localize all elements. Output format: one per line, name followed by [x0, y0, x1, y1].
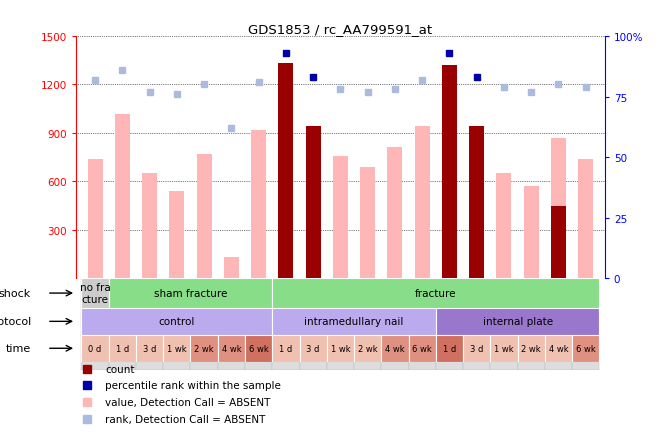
Bar: [551, 138, 566, 279]
Bar: [387, 148, 403, 279]
Text: time: time: [6, 343, 31, 353]
Text: intramedullary nail: intramedullary nail: [304, 317, 404, 327]
Bar: [578, 159, 593, 279]
Bar: [408, 335, 436, 362]
Bar: [518, 335, 545, 362]
Bar: [524, 187, 539, 279]
Bar: [278, 64, 293, 279]
Bar: [217, 335, 245, 362]
Bar: [360, 168, 375, 279]
Title: GDS1853 / rc_AA799591_at: GDS1853 / rc_AA799591_at: [249, 23, 432, 36]
Bar: [436, 335, 463, 362]
Bar: [469, 127, 485, 279]
Bar: [545, 335, 572, 362]
Text: internal plate: internal plate: [483, 317, 553, 327]
Bar: [381, 335, 408, 362]
Text: 0 d: 0 d: [89, 344, 102, 353]
Bar: [305, 127, 321, 279]
Bar: [224, 258, 239, 279]
Bar: [414, 127, 430, 279]
Text: fracture: fracture: [415, 289, 457, 299]
Text: 1 wk: 1 wk: [167, 344, 186, 353]
Text: 1 d: 1 d: [280, 344, 293, 353]
Bar: [572, 335, 600, 362]
Bar: [463, 335, 490, 362]
Bar: [436, 308, 600, 335]
Bar: [333, 156, 348, 279]
Bar: [169, 191, 184, 279]
Bar: [496, 174, 512, 279]
Text: protocol: protocol: [0, 317, 31, 327]
Text: 4 wk: 4 wk: [549, 344, 568, 353]
Bar: [81, 335, 108, 362]
Text: 6 wk: 6 wk: [576, 344, 596, 353]
Bar: [251, 130, 266, 279]
Text: percentile rank within the sample: percentile rank within the sample: [105, 381, 281, 391]
Text: 2 wk: 2 wk: [522, 344, 541, 353]
Text: 4 wk: 4 wk: [385, 344, 405, 353]
Text: 3 d: 3 d: [143, 344, 156, 353]
Text: 1 d: 1 d: [116, 344, 129, 353]
Bar: [272, 279, 600, 308]
Text: 3 d: 3 d: [470, 344, 483, 353]
Bar: [108, 335, 136, 362]
Bar: [81, 279, 108, 308]
Bar: [142, 174, 157, 279]
Bar: [163, 335, 190, 362]
Bar: [490, 335, 518, 362]
Text: 2 wk: 2 wk: [194, 344, 214, 353]
Bar: [190, 335, 217, 362]
Bar: [354, 335, 381, 362]
Bar: [81, 308, 272, 335]
Text: 6 wk: 6 wk: [412, 344, 432, 353]
Bar: [136, 335, 163, 362]
Text: 2 wk: 2 wk: [358, 344, 377, 353]
Text: shock: shock: [0, 289, 31, 299]
Text: 1 d: 1 d: [443, 344, 456, 353]
Text: 1 wk: 1 wk: [330, 344, 350, 353]
Bar: [245, 335, 272, 362]
Bar: [442, 66, 457, 279]
Text: value, Detection Call = ABSENT: value, Detection Call = ABSENT: [105, 397, 270, 407]
Text: count: count: [105, 364, 135, 374]
Text: 6 wk: 6 wk: [249, 344, 268, 353]
Bar: [327, 335, 354, 362]
Bar: [272, 335, 299, 362]
Bar: [88, 159, 102, 279]
Bar: [115, 114, 130, 279]
Text: 4 wk: 4 wk: [221, 344, 241, 353]
Text: no fra
cture: no fra cture: [80, 283, 110, 304]
Text: 3 d: 3 d: [307, 344, 320, 353]
Bar: [299, 335, 327, 362]
Text: control: control: [159, 317, 195, 327]
Text: sham fracture: sham fracture: [154, 289, 227, 299]
Text: 1 wk: 1 wk: [494, 344, 514, 353]
Bar: [551, 206, 566, 279]
Bar: [108, 279, 272, 308]
Bar: [272, 308, 436, 335]
Bar: [196, 155, 212, 279]
Text: rank, Detection Call = ABSENT: rank, Detection Call = ABSENT: [105, 414, 266, 424]
